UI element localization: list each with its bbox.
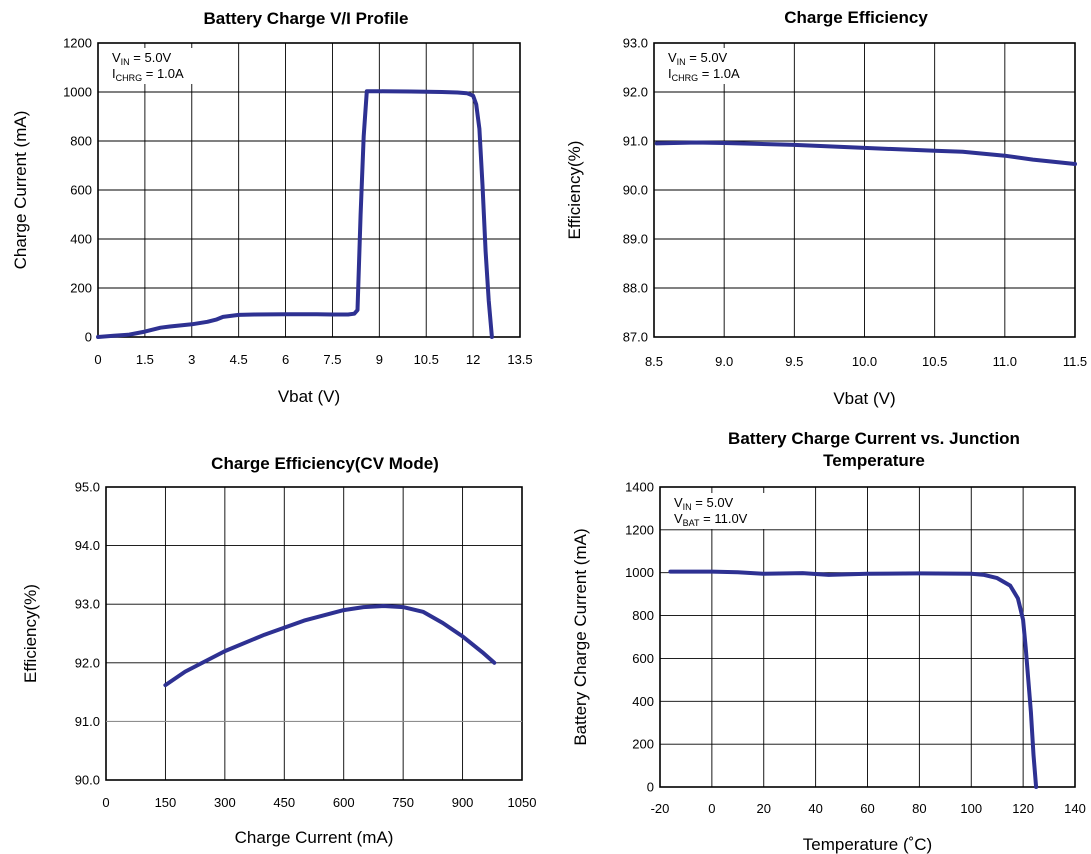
- chart-title: Battery Charge Current vs. Junction: [728, 429, 1020, 448]
- x-tick-label: 11.5: [1063, 354, 1087, 369]
- y-tick-label: 90.0: [75, 773, 100, 788]
- x-tick-label: 40: [808, 801, 822, 816]
- plot-frame: [659, 486, 1076, 788]
- x-tick-label: 9.0: [715, 354, 733, 369]
- x-tick-label: 80: [912, 801, 926, 816]
- y-tick-label: 90.0: [623, 183, 648, 198]
- x-tick-label: 600: [333, 795, 355, 810]
- annotation-line: VBAT = 11.0V: [674, 511, 748, 528]
- annotation-box: [104, 48, 214, 84]
- y-tick-label: 1400: [625, 480, 654, 495]
- y-tick-label: 1200: [625, 522, 654, 537]
- chart-title: Charge Efficiency(CV Mode): [211, 454, 439, 473]
- x-tick-label: 150: [155, 795, 177, 810]
- chart-1: 0 1.5 3 4.5 6 7.5 9 10.5 12 13.5 0 200 400 600 800 1000…: [11, 9, 533, 406]
- plot-frame: [653, 42, 1076, 338]
- y-tick-label: 200: [632, 737, 654, 752]
- x-tick-label: -20: [651, 801, 670, 816]
- x-tick-label: 9: [376, 352, 383, 367]
- x-tick-label: 7.5: [323, 352, 341, 367]
- chart-title: Battery Charge V/I Profile: [203, 9, 408, 28]
- y-tick-label: 400: [70, 232, 92, 247]
- x-tick-label: 13.5: [507, 352, 532, 367]
- y-tick-label: 0: [85, 330, 92, 345]
- x-tick-label: 1050: [508, 795, 537, 810]
- series-line: [654, 140, 1077, 166]
- y-tick-label: 200: [70, 281, 92, 296]
- y-tick-label: 93.0: [75, 597, 100, 612]
- y-tick-label: 600: [70, 183, 92, 198]
- y-tick-label: 91.0: [75, 714, 100, 729]
- y-tick-label: 92.0: [75, 655, 100, 670]
- y-tick-label: 800: [70, 134, 92, 149]
- annotation-line: VIN = 5.0V: [112, 50, 172, 67]
- x-axis-label: Vbat (V): [278, 387, 340, 406]
- y-tick-label: 1000: [63, 85, 92, 100]
- x-tick-label: 11.0: [993, 354, 1017, 369]
- x-tick-label: 100: [960, 801, 982, 816]
- annotation-line: VIN = 5.0V: [674, 495, 734, 512]
- annotation-box: [666, 493, 766, 529]
- plot-frame: [105, 486, 523, 781]
- x-tick-label: 6: [282, 352, 289, 367]
- x-axis-label: Charge Current (mA): [235, 828, 394, 847]
- series-line: [96, 89, 494, 339]
- x-axis-label: Temperature (˚C): [803, 835, 932, 854]
- x-tick-label: 8.5: [645, 354, 663, 369]
- x-tick-label: 10.0: [852, 354, 877, 369]
- x-tick-label: 4.5: [230, 352, 248, 367]
- x-tick-label: 750: [392, 795, 414, 810]
- x-tick-label: 0: [708, 801, 715, 816]
- chart-3: 0 150 300 450 600 750 900 1050 90.0 91.0 92.0 93.0 9…: [21, 454, 536, 847]
- y-tick-label: 95.0: [75, 480, 100, 495]
- y-tick-label: 400: [632, 694, 654, 709]
- y-tick-label: 89.0: [623, 232, 648, 247]
- x-tick-label: 140: [1064, 801, 1086, 816]
- x-tick-label: 1.5: [136, 352, 154, 367]
- chart-title: Charge Efficiency: [784, 8, 928, 27]
- annotation-line: ICHRG = 1.0A: [668, 66, 740, 83]
- y-tick-label: 1200: [63, 36, 92, 51]
- y-axis-label: Efficiency(%): [21, 584, 40, 683]
- x-tick-label: 120: [1012, 801, 1034, 816]
- y-tick-label: 88.0: [623, 281, 648, 296]
- x-axis-label: Vbat (V): [833, 389, 895, 408]
- x-tick-label: 450: [273, 795, 295, 810]
- x-tick-label: 10.5: [922, 354, 947, 369]
- y-tick-label: 94.0: [75, 538, 100, 553]
- x-tick-label: 3: [188, 352, 195, 367]
- series-line: [163, 604, 497, 688]
- y-tick-label: 93.0: [623, 36, 648, 51]
- x-tick-label: 0: [94, 352, 101, 367]
- plot-frame: [97, 42, 521, 338]
- x-tick-label: 60: [860, 801, 874, 816]
- y-axis-label: Efficiency(%): [565, 141, 584, 240]
- y-axis-label: Charge Current (mA): [11, 111, 30, 270]
- y-tick-label: 87.0: [623, 330, 648, 345]
- x-tick-label: 0: [102, 795, 109, 810]
- y-tick-label: 0: [647, 780, 654, 795]
- x-tick-label: 300: [214, 795, 236, 810]
- y-tick-label: 92.0: [623, 85, 648, 100]
- y-axis-label: Battery Charge Current (mA): [571, 528, 590, 745]
- x-tick-label: 10.5: [414, 352, 439, 367]
- y-tick-label: 91.0: [623, 134, 648, 149]
- x-tick-label: 9.5: [785, 354, 803, 369]
- x-tick-label: 20: [757, 801, 771, 816]
- y-tick-label: 800: [632, 608, 654, 623]
- y-tick-label: 1000: [625, 565, 654, 580]
- chart-2: 8.5 9.0 9.5 10.0 10.5 11.0 11.5 87.0 88.0 89.0 90.…: [565, 8, 1087, 408]
- chart-title: Temperature: [823, 451, 925, 470]
- annotation-box: [660, 48, 760, 84]
- series-line: [668, 569, 1039, 789]
- chart-4: -20 0 20 40 60 80 100 120 1400200400600800100012…: [571, 429, 1086, 854]
- y-tick-label: 600: [632, 651, 654, 666]
- x-tick-label: 900: [452, 795, 474, 810]
- annotation-line: ICHRG = 1.0A: [112, 66, 184, 83]
- annotation-line: VIN = 5.0V: [668, 50, 728, 67]
- x-tick-label: 12: [466, 352, 480, 367]
